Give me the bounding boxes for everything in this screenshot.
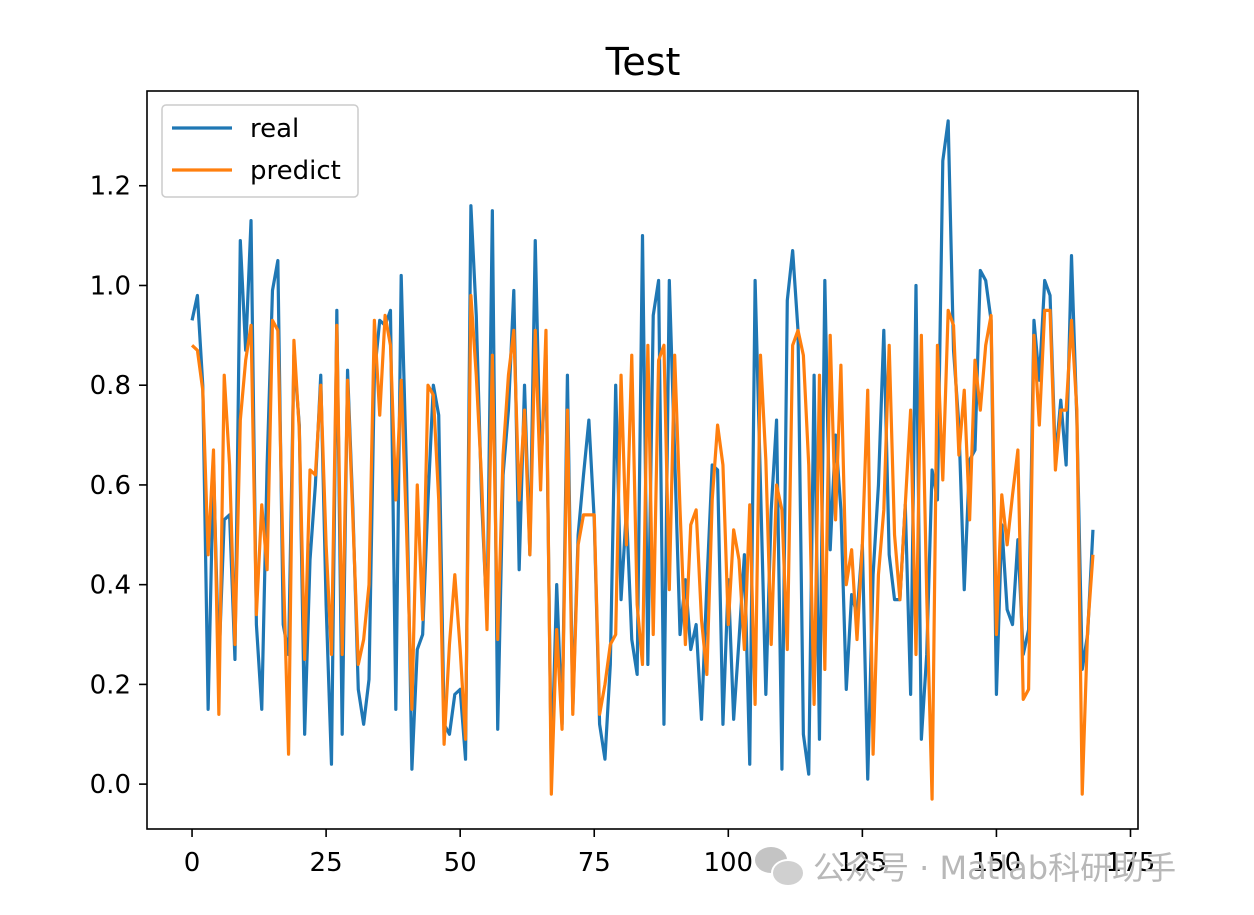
- x-tick-label: 25: [310, 848, 343, 878]
- x-tick-label: 0: [184, 848, 201, 878]
- legend: real predict: [161, 104, 359, 198]
- legend-label-predict: predict: [250, 156, 341, 186]
- wechat-icon: [755, 847, 805, 887]
- series-line-real: [190, 119, 1095, 781]
- x-tick-label: 125: [838, 848, 888, 878]
- y-tick-label: 0.2: [90, 670, 131, 700]
- y-tick-label: 1.2: [90, 172, 131, 202]
- x-tick-label: 175: [1106, 848, 1156, 878]
- y-tick-label: 0.8: [90, 371, 131, 401]
- legend-label-real: real: [250, 114, 299, 144]
- chart-title: Test: [605, 40, 681, 84]
- y-tick-label: 1.0: [90, 271, 131, 301]
- series-line-predict: [190, 293, 1095, 801]
- y-tick-label: 0.0: [90, 770, 131, 800]
- x-tick-label: 50: [444, 848, 477, 878]
- y-tick-label: 0.6: [90, 471, 131, 501]
- watermark: 公众号 · Matlab科研助手: [755, 843, 1176, 889]
- x-tick-label: 100: [703, 848, 753, 878]
- plot-frame: [146, 90, 1139, 830]
- series-layer: [190, 119, 1095, 801]
- x-tick-label: 75: [578, 848, 611, 878]
- watermark-text: 公众号 · Matlab科研助手: [813, 849, 1177, 887]
- x-tick-label: 150: [972, 848, 1022, 878]
- y-tick-label: 0.4: [90, 571, 131, 601]
- axes-layer: 0 25 50 75 100 125 150 175 0.0 0.2 0.4 0.6 0.8 1.0 1.2: [90, 90, 1156, 878]
